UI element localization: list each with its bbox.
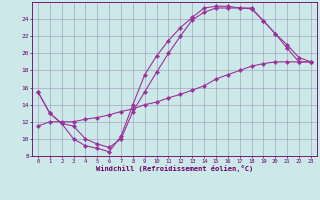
X-axis label: Windchill (Refroidissement éolien,°C): Windchill (Refroidissement éolien,°C) xyxy=(96,165,253,172)
